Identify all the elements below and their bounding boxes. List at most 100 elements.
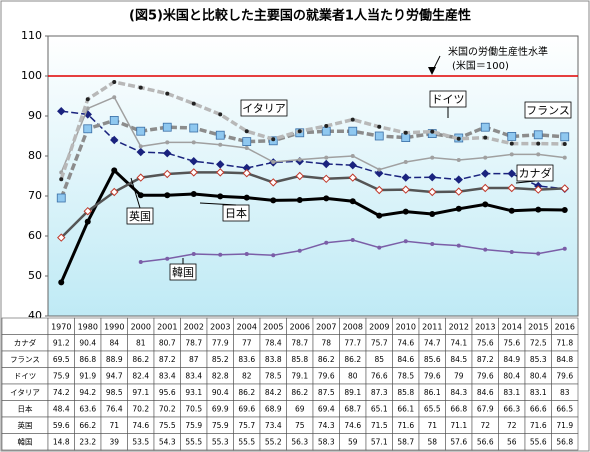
row-label: カナダ (14, 337, 37, 347)
table-value: 84.5 (450, 355, 467, 364)
marker (218, 252, 223, 257)
marker (401, 173, 410, 182)
marker (403, 160, 408, 164)
x-tick-label: 2000 (131, 322, 151, 331)
table-value: 76.4 (106, 404, 123, 413)
table-value: 71 (427, 421, 437, 430)
table-value: 66.5 (556, 404, 573, 413)
table-value: 23.2 (79, 437, 96, 446)
marker (189, 156, 198, 166)
marker (297, 157, 302, 162)
x-tick-label: 2005 (263, 322, 283, 331)
marker (324, 124, 329, 128)
marker (349, 198, 356, 205)
series-label: カナダ (519, 166, 552, 180)
table-value: 75.9 (212, 421, 229, 430)
marker (402, 208, 409, 215)
table-value: 78 (321, 338, 331, 347)
table-value: 74.6 (344, 421, 361, 430)
table-value: 86.2 (238, 388, 255, 397)
table-value: 55.2 (265, 437, 282, 446)
x-tick-label: 2001 (157, 322, 177, 331)
x-tick-label: 2004 (237, 322, 257, 331)
marker (242, 168, 251, 178)
arrow (199, 202, 237, 206)
table-value: 69.6 (238, 404, 255, 413)
x-tick-label: 2008 (343, 322, 363, 331)
x-tick-label: 2010 (396, 322, 416, 331)
marker (454, 175, 463, 184)
table-value: 56.6 (477, 437, 494, 446)
table-value: 86.2 (132, 355, 149, 364)
marker (430, 129, 435, 134)
marker (348, 160, 357, 170)
marker (350, 154, 355, 158)
table-value: 56.8 (556, 437, 573, 446)
marker (165, 140, 170, 145)
marker (535, 206, 542, 213)
arrow-head (428, 67, 436, 75)
marker (138, 260, 143, 264)
table-value: 85.8 (291, 355, 308, 364)
x-tick-label: 2013 (475, 322, 495, 331)
marker (244, 146, 249, 150)
marker (428, 172, 437, 182)
marker (84, 218, 91, 225)
table-value: 84.9 (503, 355, 520, 364)
table-value: 75.7 (238, 421, 255, 430)
row-label: 韓国 (18, 436, 33, 446)
x-tick-label: 2012 (449, 322, 469, 331)
table-value: 70.2 (159, 404, 176, 413)
table-value: 84.3 (450, 388, 467, 397)
marker (401, 185, 410, 194)
table-value: 70.5 (185, 404, 202, 413)
table-value: 57.6 (450, 437, 467, 446)
table-value: 71.6 (530, 421, 547, 430)
marker (165, 256, 170, 261)
series-label: フランス (526, 104, 570, 117)
arrow (515, 180, 536, 184)
series-line (59, 118, 565, 199)
marker (403, 130, 408, 135)
marker (136, 126, 146, 136)
table-value: 74.2 (53, 388, 70, 397)
table-value: 74.6 (132, 421, 149, 430)
table-value: 88.9 (106, 355, 123, 364)
arrow (130, 177, 141, 209)
row-label: ドイツ (14, 371, 37, 380)
marker (189, 168, 198, 177)
table-value: 82.4 (132, 371, 149, 380)
table-value: 84.2 (265, 388, 282, 397)
marker (507, 169, 516, 178)
marker (190, 191, 197, 197)
table-value: 69.4 (318, 404, 335, 413)
x-tick-label: 1970 (51, 322, 71, 331)
marker (136, 173, 145, 182)
table-value: 85.2 (212, 355, 229, 364)
table-value: 69.9 (212, 404, 229, 413)
marker (296, 197, 303, 203)
table-value: 87 (189, 355, 199, 364)
table-value: 68.7 (344, 404, 361, 413)
marker (85, 97, 90, 102)
marker (533, 130, 543, 140)
series-label: 日本 (225, 206, 247, 220)
table-value: 85.6 (424, 355, 441, 364)
marker (481, 169, 490, 178)
marker (218, 112, 223, 117)
x-tick-label: 2015 (528, 322, 548, 331)
marker (191, 252, 196, 256)
table-value: 75.9 (53, 371, 70, 380)
table-value: 80 (348, 371, 358, 380)
marker (375, 168, 384, 178)
table-value: 76.6 (371, 371, 388, 380)
marker (189, 123, 199, 133)
marker (324, 155, 329, 160)
table-value: 73.4 (265, 421, 282, 430)
table-value: 71 (109, 421, 119, 430)
table-value: 98.5 (106, 388, 123, 397)
table-value: 85 (374, 355, 384, 364)
marker (509, 250, 514, 254)
table-value: 86.8 (79, 355, 96, 364)
plot-area (47, 35, 579, 317)
